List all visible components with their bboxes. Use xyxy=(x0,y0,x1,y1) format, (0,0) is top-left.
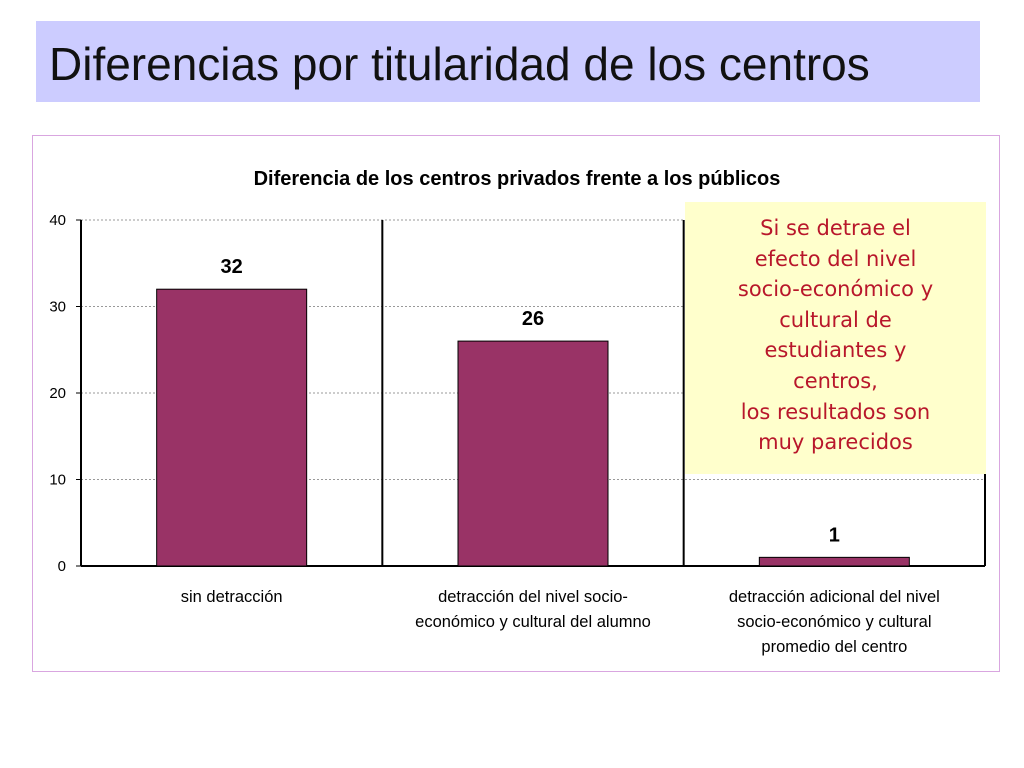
y-tick-label: 20 xyxy=(49,385,66,402)
y-tick-label: 30 xyxy=(49,299,66,316)
slide-title: Diferencias por titularidad de los centr… xyxy=(36,21,980,102)
callout-line: socio-económico y xyxy=(737,277,934,302)
callout-line: cultural de xyxy=(779,307,892,332)
y-tick-label: 10 xyxy=(49,472,66,489)
callout-line: centros, xyxy=(793,368,878,393)
tick-labels: 0 10 20 30 40 sin detracción detracción del ni… xyxy=(49,212,940,656)
y-tick-label: 0 xyxy=(58,558,66,575)
y-tick-label: 40 xyxy=(49,212,66,229)
x-tick-label: sin detracción xyxy=(181,588,283,606)
callout-line: estudiantes y xyxy=(764,338,907,363)
data-labels: 32 26 1 xyxy=(221,256,840,546)
data-label: 26 xyxy=(522,308,544,330)
callout-line: efecto del nivel xyxy=(754,246,917,271)
callout-line: Si se detrae el xyxy=(760,216,911,240)
data-label: 32 xyxy=(221,256,243,278)
bar-chart: Diferencia de los centros privados frent… xyxy=(49,168,986,656)
callout-line: los resultados son xyxy=(740,399,931,424)
bar xyxy=(457,340,609,567)
bar xyxy=(758,556,910,567)
chart-title: Diferencia de los centros privados frent… xyxy=(254,168,781,190)
callout-note: Si se detrae el efecto del nivel socio-e… xyxy=(685,202,986,474)
bar xyxy=(156,288,308,567)
x-tick-label: económico y cultural del alumno xyxy=(415,613,651,631)
x-tick-label: promedio del centro xyxy=(761,638,907,656)
data-label: 1 xyxy=(829,524,840,546)
x-tick-label: detracción adicional del nivel xyxy=(729,588,940,606)
x-tick-label: detracción del nivel socio- xyxy=(438,588,628,606)
bars xyxy=(156,288,910,567)
x-tick-label: socio-económico y cultural xyxy=(737,613,931,631)
callout-line: muy parecidos xyxy=(758,430,913,455)
